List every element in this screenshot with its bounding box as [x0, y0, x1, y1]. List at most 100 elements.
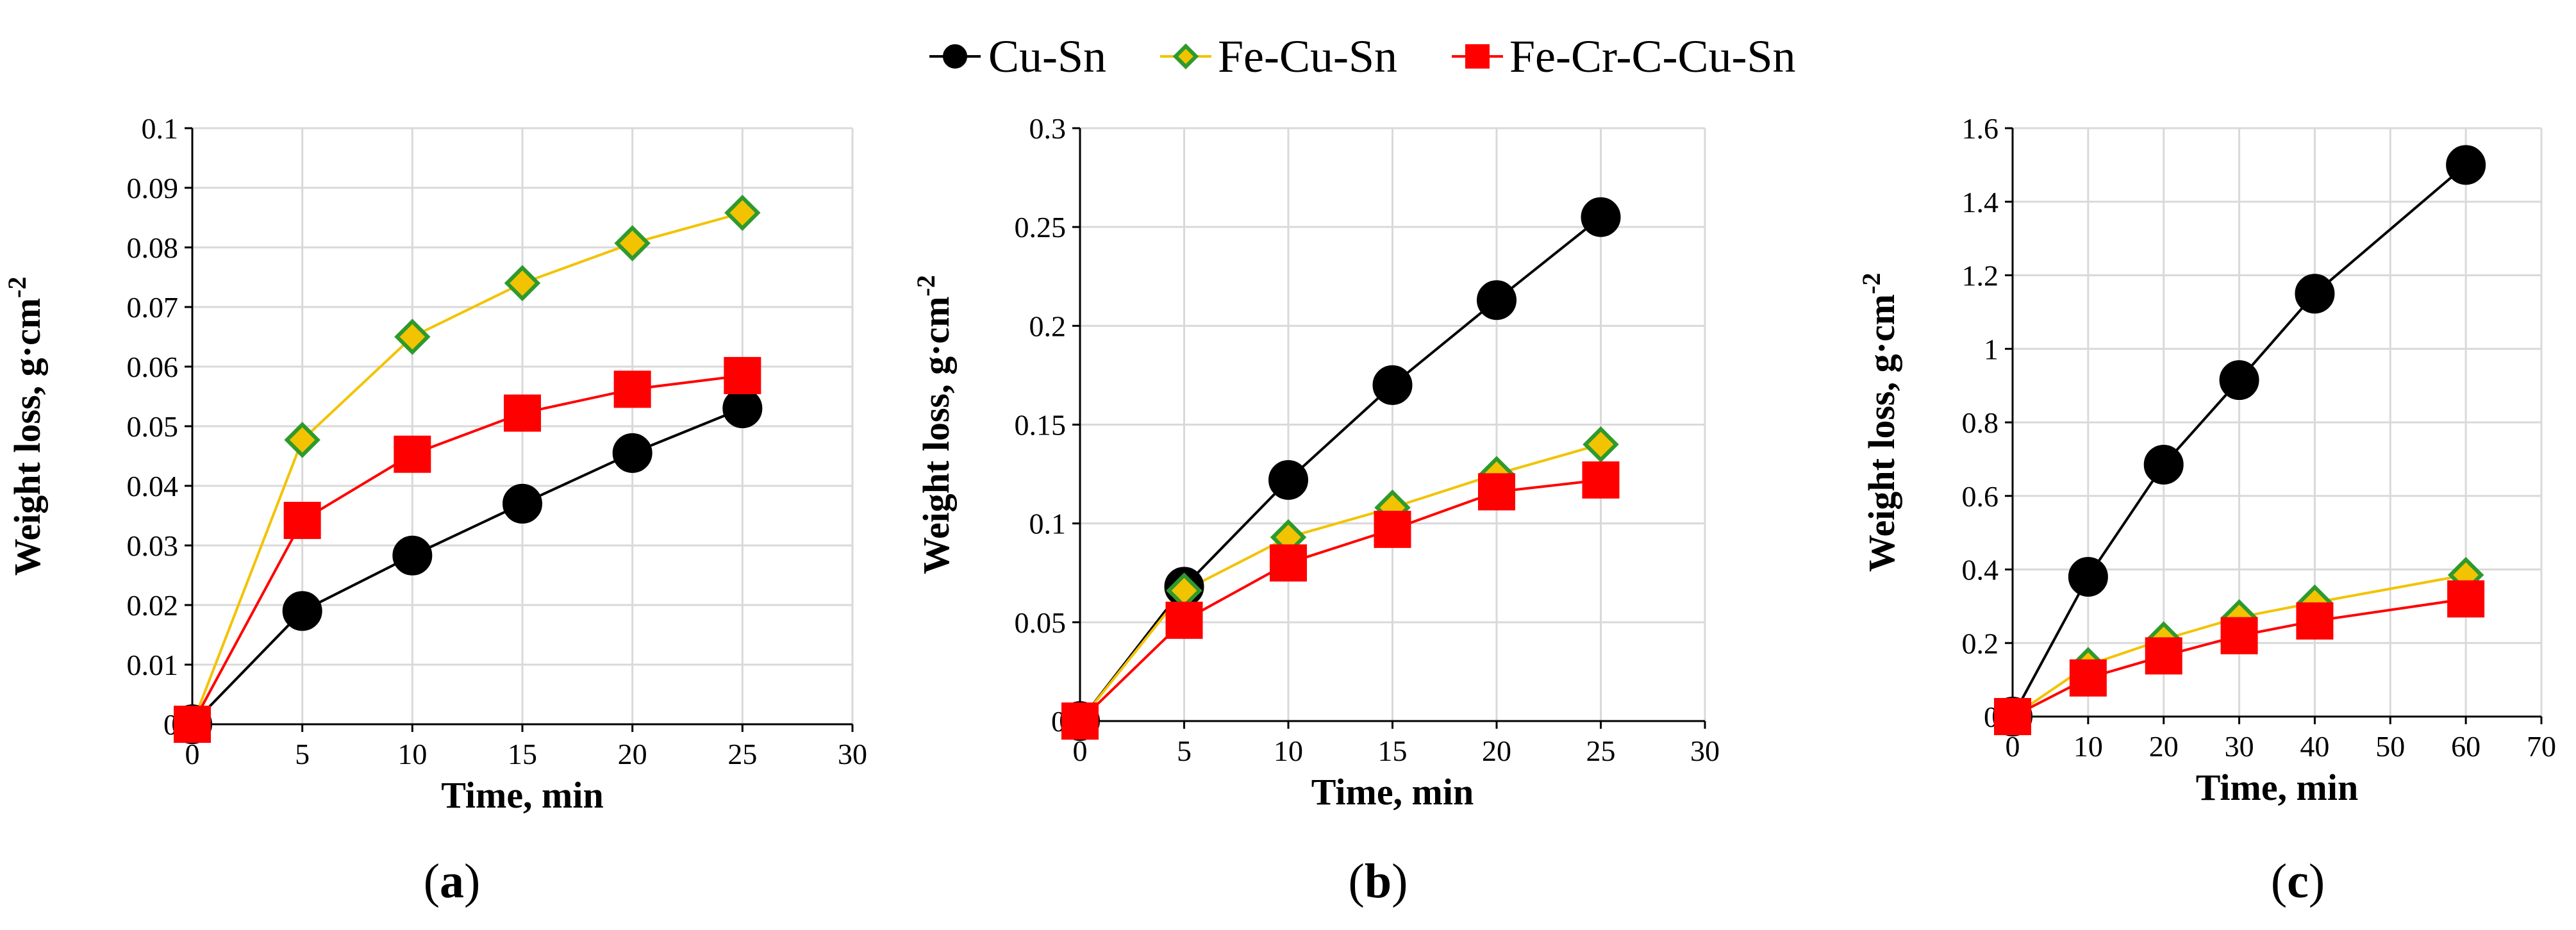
- y-tick-label: 1: [1984, 333, 1998, 365]
- data-point-fe-cr-c-cu-sn: [1270, 544, 1307, 582]
- series-line-fe-cr-c-cu-sn: [191, 374, 743, 725]
- x-tick-label: 5: [295, 738, 310, 770]
- data-point-fe-cr-c-cu-sn: [283, 501, 321, 539]
- panel-label-close: ): [2309, 854, 2325, 908]
- y-tick-label: 0.03: [127, 529, 179, 562]
- panel-label-close: ): [1392, 854, 1408, 908]
- data-point-fe-cu-sn: [394, 319, 431, 355]
- panel-label: (a): [424, 854, 481, 908]
- y-tick-label: 0.01: [127, 649, 179, 681]
- legend: Cu-Sn Fe-Cu-Sn Fe-Cr-C-Cu-Sn: [929, 31, 1796, 82]
- x-axis-title: Time, min: [441, 774, 604, 816]
- data-point-fe-cr-c-cu-sn: [2296, 602, 2334, 640]
- data-point-fe-cr-c-cu-sn: [1994, 698, 2031, 735]
- x-tick-label: 0: [1073, 735, 1088, 767]
- panels: 0 0.01 0.02 0.03 0.04 0.05 0.06 0.07 0.08 0.09 0.1…: [3, 112, 2556, 908]
- chart-panel-3: 00.20.40.60.811.21.41.60 10 20 30 40 50 60 70Ti…: [1857, 112, 2556, 908]
- x-axis-title: Time, min: [1311, 771, 1474, 813]
- data-point-fe-cr-c-cu-sn: [613, 370, 651, 408]
- data-point-cu-sn: [2068, 556, 2108, 597]
- data-point-cu-sn: [612, 433, 652, 473]
- data-point-fe-cu-sn: [614, 225, 651, 262]
- x-tick-label: 5: [1177, 735, 1192, 767]
- y-tick-label: 0.05: [1015, 606, 1067, 639]
- x-tick-label: 20: [2149, 730, 2179, 763]
- y-axis-title: Weight loss, g·cm-2: [911, 275, 957, 574]
- y-tick-label: 0.8: [1962, 406, 1999, 439]
- y-axis-title-text: Weight loss, g·cm: [915, 296, 957, 574]
- y-axis-title: Weight loss, g·cm-2: [1857, 273, 1902, 572]
- y-tick-label: 0.09: [127, 172, 179, 204]
- panel-label-letter: a: [440, 854, 464, 908]
- data-point-fe-cr-c-cu-sn: [394, 435, 431, 473]
- data-point-cu-sn: [503, 483, 542, 524]
- y-axis-title-exponent: -2: [911, 275, 940, 296]
- panel-label-close: ): [464, 854, 480, 908]
- data-point-cu-sn: [2295, 274, 2335, 314]
- series-line-cu-sn: [2011, 163, 2467, 717]
- series-line-fe-cu-sn: [1079, 443, 1602, 722]
- chart-panel-1: 0 0.01 0.02 0.03 0.04 0.05 0.06 0.07 0.08 0.09 0.1…: [3, 112, 867, 908]
- x-tick-label: 25: [1586, 735, 1616, 767]
- data-point-fe-cr-c-cu-sn: [1478, 473, 1515, 511]
- data-point-cu-sn: [392, 535, 433, 576]
- x-tick-label: 40: [2300, 730, 2329, 763]
- data-point-fe-cr-c-cu-sn: [2220, 617, 2258, 654]
- y-tick-label: 0.04: [127, 470, 179, 502]
- y-axis-title-text: Weight loss, g·cm: [1861, 294, 1902, 572]
- data-point-fe-cr-c-cu-sn: [2447, 580, 2485, 618]
- data-point-fe-cr-c-cu-sn: [2145, 637, 2182, 675]
- panel-label-letter: b: [1365, 854, 1392, 908]
- legend-label-cu-sn: Cu-Sn: [988, 31, 1106, 82]
- y-tick-label: 0.1: [1029, 508, 1067, 540]
- data-point-fe-cu-sn: [1583, 426, 1619, 463]
- y-tick-label: 0.2: [1962, 627, 1999, 660]
- legend-marker-cu-sn: [943, 44, 967, 69]
- series-line-fe-cu-sn: [191, 212, 743, 725]
- data-point-fe-cr-c-cu-sn: [1165, 601, 1203, 639]
- y-tick-label: 1.2: [1962, 260, 1999, 292]
- x-tick-label: 20: [618, 738, 647, 770]
- data-point-cu-sn: [1581, 197, 1621, 237]
- y-tick-label: 0.08: [127, 231, 179, 264]
- y-axis-title-exponent: -2: [1857, 273, 1886, 294]
- data-point-fe-cr-c-cu-sn: [174, 706, 211, 743]
- x-tick-label: 25: [727, 738, 757, 770]
- panel-label-letter: c: [2287, 854, 2309, 908]
- series-line-fe-cr-c-cu-sn: [1079, 478, 1601, 722]
- y-tick-label: 0.4: [1962, 554, 1999, 586]
- y-tick-label: 1.6: [1962, 112, 1999, 145]
- y-axis-title-exponent: -2: [3, 277, 31, 298]
- data-point-cu-sn: [722, 388, 763, 429]
- x-tick-label: 30: [1690, 735, 1720, 767]
- data-point-fe-cu-sn: [504, 265, 541, 302]
- chart-panel-2: 00.050.10.150.20.250.30 5 10 15 20 25 30Time, …: [911, 112, 1720, 908]
- x-tick-label: 70: [2527, 730, 2556, 763]
- panel-label-open: (: [1349, 854, 1365, 908]
- y-tick-label: 0.05: [127, 410, 179, 443]
- y-tick-label: 0.1: [142, 112, 179, 145]
- x-tick-label: 30: [2225, 730, 2254, 763]
- data-point-cu-sn: [2143, 444, 2184, 485]
- legend-marker-fe-cr-c-cu-sn: [1465, 44, 1490, 69]
- y-tick-label: 0.25: [1015, 211, 1067, 244]
- legend-label-fe-cu-sn: Fe-Cu-Sn: [1218, 31, 1397, 82]
- legend-label-fe-cr-c-cu-sn: Fe-Cr-C-Cu-Sn: [1509, 31, 1796, 82]
- x-tick-label: 20: [1482, 735, 1511, 767]
- data-point-fe-cr-c-cu-sn: [1582, 461, 1620, 499]
- x-tick-label: 60: [2451, 730, 2480, 763]
- x-tick-label: 30: [838, 738, 867, 770]
- series-line-cu-sn: [191, 407, 744, 726]
- y-axis-title-text: Weight loss, g·cm: [6, 298, 48, 576]
- y-tick-label: 1.4: [1962, 186, 1999, 219]
- x-tick-label: 0: [2006, 730, 2020, 763]
- y-tick-label: 0.07: [127, 291, 179, 324]
- x-tick-label: 0: [185, 738, 200, 770]
- panel-label-open: (: [424, 854, 440, 908]
- y-tick-label: 0.02: [127, 589, 179, 622]
- panel-label-open: (: [2271, 854, 2287, 908]
- data-point-fe-cr-c-cu-sn: [2069, 659, 2107, 697]
- data-point-fe-cr-c-cu-sn: [724, 356, 761, 394]
- y-tick-label: 0.3: [1029, 112, 1067, 145]
